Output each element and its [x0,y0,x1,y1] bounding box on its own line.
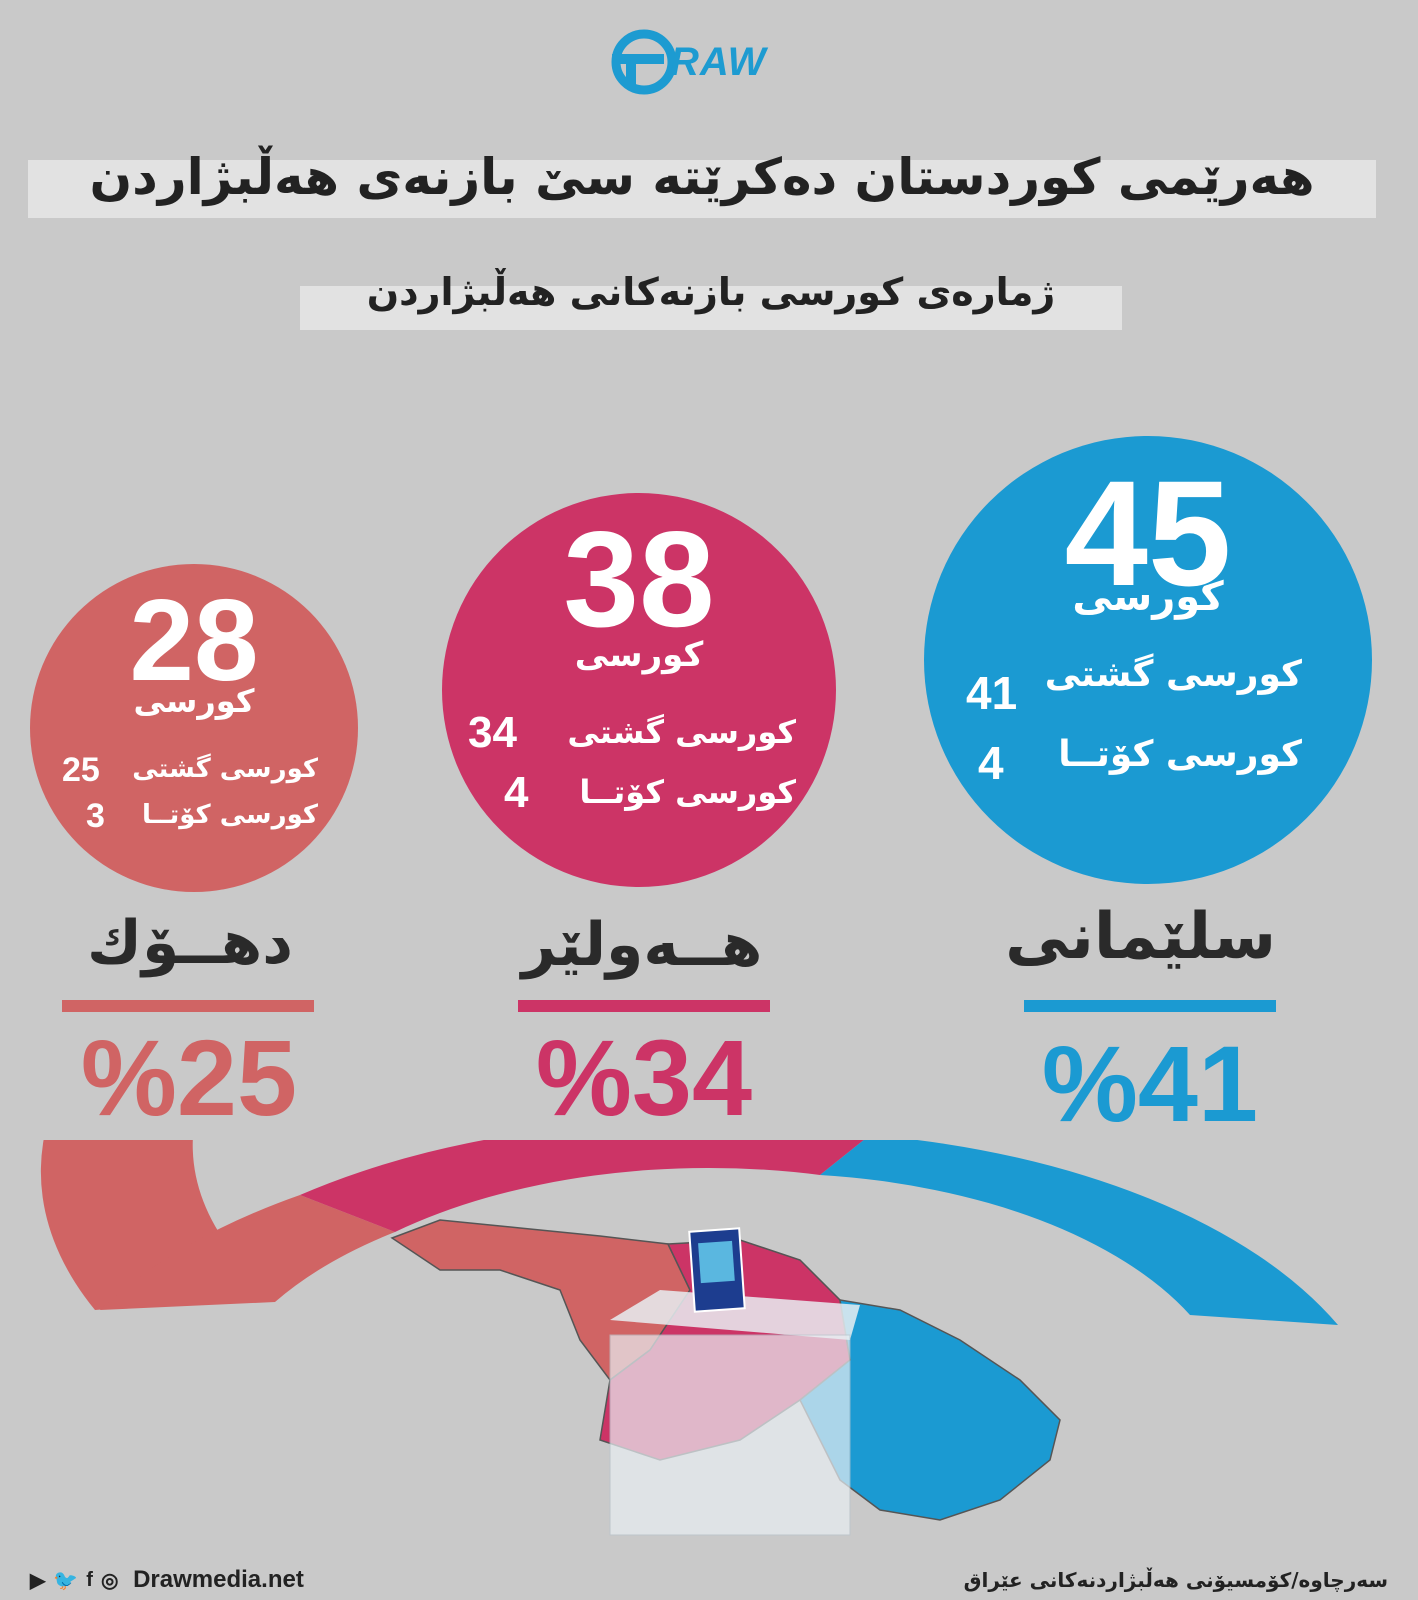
erbil-general-label: کورسی گشتی [567,713,796,751]
erbil-name: هــەولێر [521,910,763,980]
sulaymaniyah-general-count-wrap: 41 [966,666,1017,720]
title-band [28,160,1376,218]
erbil-seats-unit: کورسی [574,635,704,675]
erbil-quota-count-wrap: 4 [504,767,528,818]
sulaymaniyah-general-count: 41 [966,667,1018,719]
instagram-icon[interactable]: ◎ [100,1570,119,1593]
duhok-quota-count-wrap: 3 [86,796,105,836]
ballot-paper-inner [698,1240,735,1284]
erbil-seats-total: 38 [563,503,715,655]
erbil-quota-row: کورسی کۆتــا [579,773,796,811]
sulaymaniyah-bar [1024,1000,1276,1012]
erbil-quota-label: کورسی کۆتــا [579,773,796,811]
erbil-general-count-wrap: 34 [468,707,517,758]
page-title: هەرێمی کوردستان دەکرێتە سێ بازنەی هەڵبژا… [89,148,1315,206]
footer-brand: ▶ 🐦 f ◎ Drawmedia.net [30,1566,304,1594]
sulaymaniyah-seats-total: 45 [1064,449,1232,617]
duhok-quota-row: کورسی کۆتــا [142,800,318,830]
sulaymaniyah-quota-count-wrap: 4 [978,736,1004,790]
erbil-general-count: 34 [468,708,517,757]
duhok-bar [62,1000,314,1012]
duhok-seats-unit: کورسی [133,682,255,720]
duhok-name: دهــۆك [86,908,293,978]
duhok-general-count: 25 [62,751,100,789]
facebook-icon[interactable]: f [86,1569,93,1592]
duhok-seats-total: 28 [129,575,259,705]
source-text: سەرچاوە/کۆمسیۆنی هەڵبژاردنەکانی عێراق [963,1568,1388,1592]
ballot-box-body [609,1334,851,1536]
sulaymaniyah-general-row: کورسی گشتی [1045,654,1302,695]
erbil-bar [518,1000,770,1012]
subtitle-band [300,286,1122,330]
sulaymaniyah-quota-row: کورسی کۆتــا [1058,734,1302,775]
sulaymaniyah-percent: %41 [1041,1023,1259,1144]
erbil-percent: %34 [535,1017,753,1138]
erbil-general-row: کورسی گشتی [567,713,796,751]
duhok-general-label: کورسی گشتی [132,754,318,784]
duhok-general-count-wrap: 25 [62,750,100,790]
duhok-percent: %25 [80,1017,298,1138]
draw-logo-mark [611,29,677,95]
duhok-quota-label: کورسی کۆتــا [141,800,318,830]
sulaymaniyah-quota-label: کورسی کۆتــا [1058,734,1302,775]
duhok-quota-count: 3 [86,797,105,835]
sulaymaniyah-circle: 45 کورسی کورسی گشتی 41 کورسی کۆتــا 4 [924,436,1372,884]
sulaymaniyah-arc-segment [820,1140,1338,1325]
duhok-circle: 28 کورسی کورسی گشتی 25 کورسی کۆتــا 3 [30,564,358,892]
ballot-box-top [610,1290,860,1340]
logo-text: RAW [670,40,767,84]
sulaymaniyah-general-label: کورسی گشتی [1044,654,1302,695]
sulaymaniyah-quota-count: 4 [978,737,1004,789]
twitter-icon[interactable]: 🐦 [53,1570,79,1593]
duhok-arc-segment [100,1195,395,1310]
sulaymaniyah-seats-unit: کورسی [1072,574,1224,620]
draw-logo: RAW [608,26,808,96]
erbil-quota-count: 4 [504,768,529,817]
website-link[interactable]: Drawmedia.net [133,1566,304,1593]
youtube-icon[interactable]: ▶ [30,1570,46,1593]
erbil-arc-segment [300,1140,864,1232]
page-subtitle: ژمارەی کورسی بازنەکانی هەڵبژاردن [366,270,1056,314]
duhok-general-row: کورسی گشتی [132,754,318,784]
sulaymaniyah-name: سلێمانی [1005,900,1276,974]
erbil-circle: 38 کورسی کورسی گشتی 34 کورسی کۆتــا 4 [442,493,836,887]
kurdistan-map-illustration [40,1140,1338,1536]
